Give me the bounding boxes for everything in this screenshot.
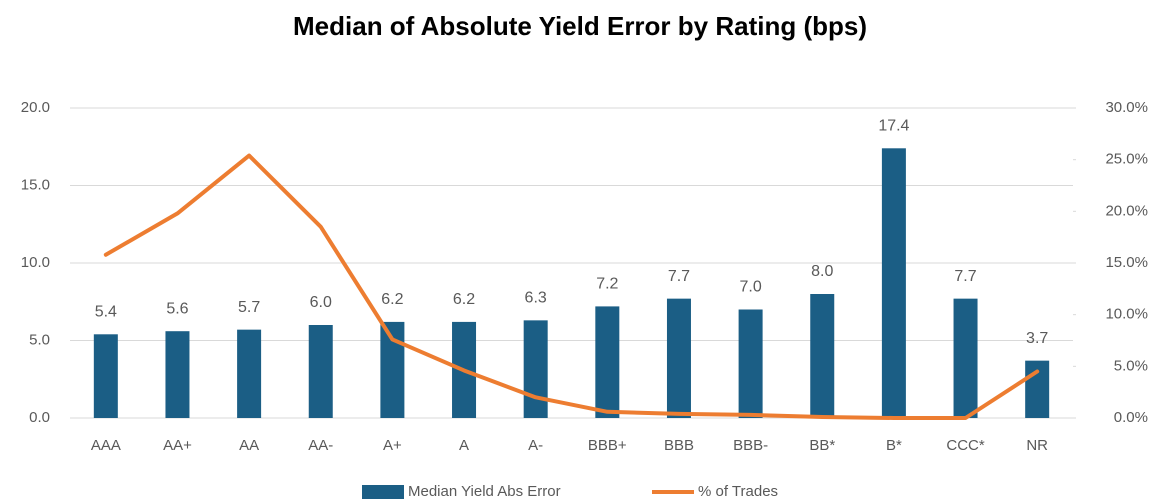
data-label: 5.4: [95, 304, 117, 321]
bar: [1025, 360, 1050, 418]
x-tick-label: A-: [528, 437, 543, 454]
x-tick-label: AA: [239, 437, 259, 454]
data-label: 7.0: [739, 279, 761, 296]
bar: [523, 320, 548, 418]
legend-label: % of Trades: [698, 483, 778, 500]
y-tick-label: 5.0: [29, 331, 50, 348]
bar: [93, 334, 118, 418]
x-tick-label: A+: [383, 437, 402, 454]
x-tick-label: CCC*: [946, 437, 984, 454]
data-label: 5.6: [166, 300, 188, 317]
x-tick-label: AA-: [308, 437, 333, 454]
x-tick-label: BBB-: [733, 437, 768, 454]
x-tick-label: NR: [1026, 437, 1048, 454]
x-tick-label: AAA: [91, 437, 121, 454]
legend-swatch: [362, 485, 404, 499]
bar: [738, 309, 763, 418]
x-tick-label: B*: [886, 437, 902, 454]
y-tick-label: 10.0: [21, 254, 50, 271]
data-label: 17.4: [878, 118, 909, 135]
data-label: 3.7: [1026, 330, 1048, 347]
data-label: 6.2: [453, 291, 475, 308]
data-label: 8.0: [811, 263, 833, 280]
y-tick-label: 0.0: [29, 409, 50, 426]
y2-tick-label: 25.0%: [1105, 151, 1148, 168]
y2-tick-label: 15.0%: [1105, 254, 1148, 271]
y-tick-label: 20.0: [21, 99, 50, 116]
bar: [881, 148, 906, 419]
data-label: 7.7: [954, 268, 976, 285]
data-label: 6.3: [525, 290, 547, 307]
x-tick-label: A: [459, 437, 469, 454]
bar: [237, 329, 262, 418]
y2-tick-label: 30.0%: [1105, 99, 1148, 116]
x-tick-label: AA+: [163, 437, 192, 454]
chart-title: Median of Absolute Yield Error by Rating…: [293, 11, 867, 41]
y2-tick-label: 10.0%: [1105, 306, 1148, 323]
y2-tick-label: 0.0%: [1114, 409, 1148, 426]
data-label: 7.7: [668, 268, 690, 285]
y2-tick-label: 5.0%: [1114, 357, 1148, 374]
legend-label: Median Yield Abs Error: [408, 483, 561, 500]
data-label: 7.2: [596, 276, 618, 293]
bar: [666, 298, 691, 418]
x-tick-label: BBB: [664, 437, 694, 454]
bar: [810, 294, 835, 418]
data-label: 6.2: [381, 291, 403, 308]
bar: [308, 325, 333, 418]
line: [103, 153, 1040, 420]
bar: [953, 298, 978, 418]
data-label: 6.0: [310, 294, 332, 311]
x-tick-label: BB*: [809, 437, 835, 454]
data-label: 5.7: [238, 299, 260, 316]
bar: [165, 331, 190, 418]
y-tick-label: 15.0: [21, 176, 50, 193]
y2-tick-label: 20.0%: [1105, 202, 1148, 219]
bar: [595, 306, 620, 418]
x-tick-label: BBB+: [588, 437, 627, 454]
